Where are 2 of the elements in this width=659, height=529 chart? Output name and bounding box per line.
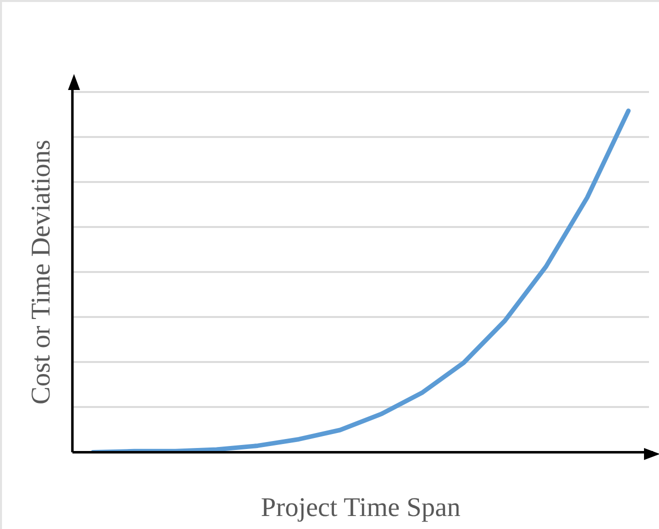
x-axis-title: Project Time Span: [260, 492, 461, 522]
y-axis-title: Cost or Time Deviations: [25, 140, 56, 404]
